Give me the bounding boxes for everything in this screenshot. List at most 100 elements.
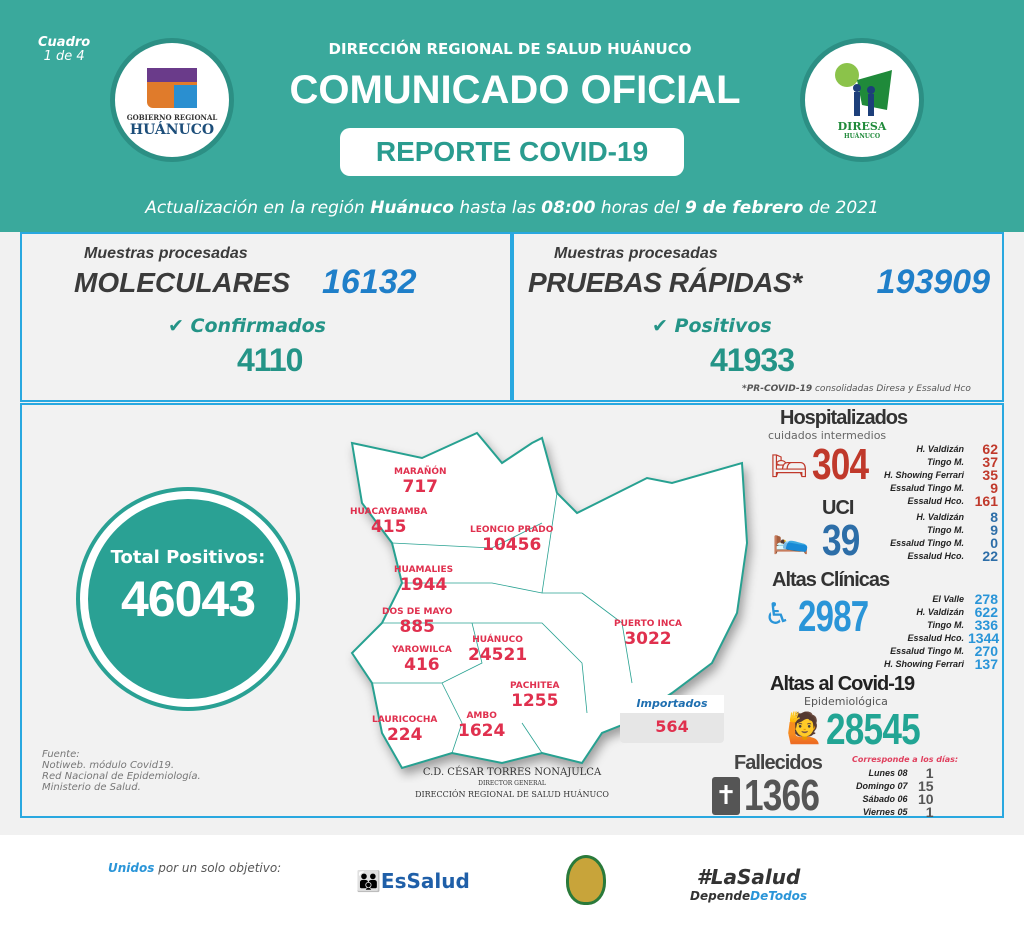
fuente: Fuente: Notiweb. módulo Covid19. Red Nac… xyxy=(42,749,201,793)
province-value: 10456 xyxy=(482,535,542,555)
province-label: PUERTO INCA 3022 xyxy=(614,619,682,648)
province-name: LAURICOCHA xyxy=(372,715,438,725)
province-name: PACHITEA xyxy=(510,681,560,691)
row-value: 622 xyxy=(974,604,998,620)
fallecidos-title: Fallecidos xyxy=(734,752,823,774)
total-value: 46043 xyxy=(120,571,256,627)
row-value: 1344 xyxy=(968,630,1000,646)
province-label: LAURICOCHA 224 xyxy=(372,715,437,744)
confirmados-value: 4110 xyxy=(237,342,303,378)
row-value: 15 xyxy=(917,778,934,794)
total-positivos-badge: Total Positivos: 46043 xyxy=(80,491,296,707)
row-label: H. Valdizán xyxy=(916,444,964,454)
uci-title: UCI xyxy=(822,497,854,519)
fallecidos-rows: Lunes 08 1 Domingo 07 15 Sábado 06 10 Viernes … xyxy=(856,766,934,820)
update-mid: hasta las xyxy=(453,198,542,218)
fuente-line: Red Nacional de Epidemiología. xyxy=(42,771,201,782)
row-label: Essalud Hco. xyxy=(907,633,964,643)
province-label: DOS DE MAYO 885 xyxy=(382,607,452,636)
note-text: consolidadas Diresa y Essalud Hco xyxy=(812,384,971,394)
row-value: 137 xyxy=(974,656,998,672)
check-icon: ✔ xyxy=(168,315,191,337)
fuente-line: Notiweb. módulo Covid19. xyxy=(42,760,175,771)
signature-org: DIRECCIÓN REGIONAL DE SALUD HUÁNUCO xyxy=(415,790,609,799)
province-value: 1255 xyxy=(511,691,559,711)
signature-role: DIRECTOR GENERAL xyxy=(478,780,546,787)
cuadro-text: Cuadro xyxy=(38,35,91,50)
province-name: LEONCIO PRADO xyxy=(470,525,554,535)
moleculares-title: MOLECULARES xyxy=(74,267,291,298)
province-label: LEONCIO PRADO 10456 xyxy=(470,525,553,554)
family-emblem-icon xyxy=(835,63,892,116)
update-pre: Actualización en la región xyxy=(145,198,371,218)
emblem-icon xyxy=(147,67,197,108)
tagline-text: por un solo objetivo: xyxy=(154,861,282,875)
update-date: 9 de febrero xyxy=(685,198,804,218)
fuente-label: Fuente: xyxy=(42,749,80,760)
row-label: Tingo M. xyxy=(927,457,964,467)
row-value: 0 xyxy=(990,535,998,551)
hospitalizados-rows: H. Valdizán 62 Tingo M. 37 H. Showing Ferrar… xyxy=(884,441,998,509)
update-region: Huánuco xyxy=(370,198,454,218)
province-name: MARAÑÓN xyxy=(394,467,447,477)
total-label: Total Positivos: xyxy=(110,547,266,568)
altas-covid-sub: Epidemiológica xyxy=(804,695,888,708)
row-value: 35 xyxy=(982,467,998,483)
province-value: 416 xyxy=(404,655,440,675)
hashtag-line1: #LaSalud xyxy=(696,865,801,889)
row-value: 8 xyxy=(990,509,998,525)
altas-covid-title: Altas al Covid-19 xyxy=(770,673,915,695)
row-value: 9 xyxy=(990,480,998,496)
essalud-logo: 👪EsSalud xyxy=(356,869,470,893)
row-value: 270 xyxy=(974,643,998,659)
row-label: Essalud Hco. xyxy=(907,551,964,561)
cross-icon: ✝ xyxy=(712,777,740,815)
hospitalizados-sub: cuidados intermedios xyxy=(768,429,887,442)
province-name: HUÁNUCO xyxy=(472,635,523,645)
altas-value: 2987 xyxy=(798,592,869,641)
province-name: PUERTO INCA xyxy=(614,619,682,629)
province-value: 415 xyxy=(370,517,407,537)
bed-icon: 🛏 xyxy=(770,449,809,484)
altas-covid-value: 28545 xyxy=(826,705,921,754)
unidos-text: Unidos xyxy=(108,861,155,875)
wheelchair-icon: ♿ xyxy=(764,597,791,632)
province-label: AMBO 1624 xyxy=(458,711,505,740)
minsa-shield-icon xyxy=(566,855,606,905)
province-label: HUAMALIES 1944 xyxy=(394,565,453,594)
note-bold: *PR-COVID-19 xyxy=(742,384,813,394)
row-value: 62 xyxy=(982,441,998,457)
row-label: Lunes 08 xyxy=(868,768,908,778)
uci-value: 39 xyxy=(822,516,860,565)
importados-value: 564 xyxy=(655,717,689,736)
importados-label: Importados xyxy=(620,695,724,713)
footer-tagline: Unidos por un solo objetivo: xyxy=(108,861,281,876)
rapidas-label: Muestras procesadas xyxy=(554,245,718,262)
altas-rows: El Valle 278 H. Valdizán 622 Tingo M. 336 Essa… xyxy=(884,591,1000,672)
altas-title: Altas Clínicas xyxy=(772,569,890,591)
row-label: Sábado 06 xyxy=(862,794,908,804)
cuadro-num: 1 de 4 xyxy=(43,49,85,64)
province-value: 24521 xyxy=(468,645,528,665)
row-value: 278 xyxy=(974,591,998,607)
row-label: Essalud Tingo M. xyxy=(890,646,964,656)
fallecidos-note: Corresponde a los días: xyxy=(852,755,959,764)
province-label: PACHITEA 1255 xyxy=(510,681,559,710)
row-value: 1 xyxy=(925,804,934,820)
fuente-line: Ministerio de Salud. xyxy=(42,782,141,793)
check-icon: ✔ xyxy=(652,315,675,337)
hashtag-depende: Depende xyxy=(690,889,751,903)
province-name: YAROWILCA xyxy=(392,645,452,655)
update-mid2: horas del xyxy=(595,198,686,218)
uci-rows: H. Valdizán 8 Tingo M. 9 Essalud Tingo M. 0 Es… xyxy=(890,509,998,563)
hashtag: #LaSalud DependeDeTodos xyxy=(690,865,807,904)
row-value: 161 xyxy=(974,493,998,509)
header: Cuadro 1 de 4 GOBIERNO REGIONAL HUÁNUCO DI… xyxy=(0,0,1024,232)
moleculares-value: 16132 xyxy=(322,263,417,301)
positivos-label: ✔ Positivos xyxy=(652,314,772,338)
row-value: 10 xyxy=(917,791,934,807)
row-label: Tingo M. xyxy=(927,525,964,535)
signature-name: C.D. CÉSAR TORRES NONAJULCA xyxy=(422,767,602,778)
positivos-text: Positivos xyxy=(674,315,772,337)
province-value: 885 xyxy=(399,617,435,637)
